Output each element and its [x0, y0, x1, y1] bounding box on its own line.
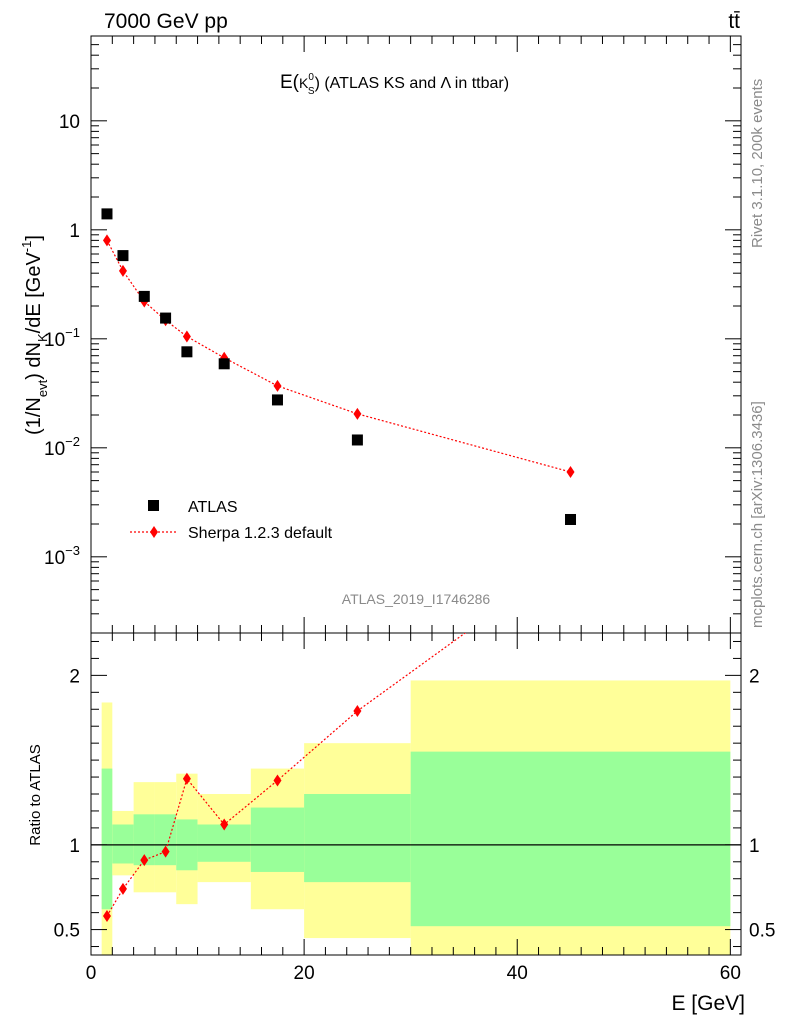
analysis-id: ATLAS_2019_I1746286 — [342, 591, 491, 607]
mc-series-ratio — [102, 633, 467, 923]
ratio-y-tick-label-2: 2 — [69, 666, 80, 687]
energy-label: 7000 GeV pp — [104, 10, 228, 33]
mc-main-point-8 — [566, 465, 575, 478]
data-main-point-1 — [117, 250, 129, 262]
mc-ratio-point-3 — [161, 845, 170, 858]
x-tick-label-0: 0 — [86, 963, 97, 984]
band-inner-3 — [154, 814, 177, 866]
ratio-y-tick-label-1: 1 — [69, 836, 80, 857]
mc-series-main — [102, 234, 575, 478]
x-axis-title: E [GeV] — [671, 992, 745, 1015]
ratio-y-axis: 0.5 0.5 1 1 2 2 — [54, 640, 775, 948]
mcplots-label: mcplots.cern.ch [arXiv:1306.3436] — [749, 401, 766, 628]
data-main-point-2 — [138, 290, 150, 302]
x-tick-label-1: 20 — [294, 963, 315, 984]
data-main-point-3 — [160, 312, 172, 324]
band-inner-1 — [112, 824, 134, 864]
legend-label-atlas: ATLAS — [188, 499, 238, 516]
mc-main-line — [106, 240, 571, 473]
ratio-uncertainty-bands — [101, 680, 731, 955]
data-series-main — [101, 208, 577, 525]
band-inner-7 — [304, 794, 411, 883]
band-inner-2 — [133, 814, 155, 866]
mc-main-point-0 — [102, 234, 111, 247]
mc-ratio-point-0 — [102, 910, 111, 923]
mc-ratio-point-5 — [220, 818, 229, 831]
main-y-tick-label-4: 10−3 — [44, 543, 80, 569]
ratio-y-tick-label-right-0: 0.5 — [749, 921, 775, 942]
mc-ratio-line — [106, 633, 467, 917]
mc-main-point-1 — [118, 264, 127, 277]
legend-label-sherpa: Sherpa 1.2.3 default — [188, 525, 333, 542]
main-y-axis-title: (1/Nevt) dNK/dE [GeV-1] — [19, 235, 50, 435]
legend-marker-sherpa — [150, 526, 158, 538]
band-inner-6 — [250, 807, 305, 872]
data-main-point-5 — [218, 358, 230, 370]
data-main-point-7 — [351, 434, 363, 446]
band-inner-5 — [197, 824, 251, 862]
mc-main-point-4 — [182, 330, 191, 343]
ratio-y-tick-label-right-2: 2 — [749, 666, 760, 687]
data-main-point-4 — [181, 346, 193, 358]
x-tick-label-3: 60 — [720, 963, 741, 984]
main-y-tick-label-3: 10−2 — [44, 434, 80, 460]
process-label: tt̄ — [728, 10, 740, 33]
legend-marker-atlas — [148, 500, 159, 511]
mc-ratio-point-2 — [140, 854, 149, 867]
main-y-tick-label-1: 1 — [69, 221, 80, 242]
ratio-y-axis-title: Ratio to ATLAS — [27, 744, 44, 845]
main-y-tick-label-2: 10−1 — [44, 325, 80, 351]
ratio-y-tick-label-0: 0.5 — [54, 921, 80, 942]
main-y-tick-label-0: 10 — [59, 112, 80, 133]
mc-main-point-7 — [353, 407, 362, 420]
mc-ratio-point-7 — [353, 704, 362, 717]
legend: ATLAS Sherpa 1.2.3 default — [130, 499, 333, 542]
mc-main-point-6 — [273, 379, 282, 392]
data-main-point-8 — [565, 513, 577, 525]
mc-ratio-clipped — [102, 633, 467, 923]
rivet-version-label: Rivet 3.1.10, 200k events — [749, 79, 766, 248]
ratio-y-tick-label-right-1: 1 — [749, 836, 760, 857]
mc-ratio-point-4 — [182, 772, 191, 785]
data-main-point-6 — [271, 394, 283, 406]
mc-ratio-point-6 — [273, 774, 282, 787]
x-axis: 0 20 40 60 — [86, 36, 741, 984]
x-tick-label-2: 40 — [507, 963, 528, 984]
band-inner-8 — [410, 751, 731, 927]
main-y-axis: 10 1 10−1 10−2 10−3 — [44, 35, 741, 634]
data-main-point-0 — [101, 208, 113, 220]
plot-title: E(K0 S) (ATLAS KS and Λ in ttbar) — [280, 72, 509, 97]
band-inner-0 — [101, 768, 113, 910]
mc-ratio-point-1 — [118, 882, 127, 895]
